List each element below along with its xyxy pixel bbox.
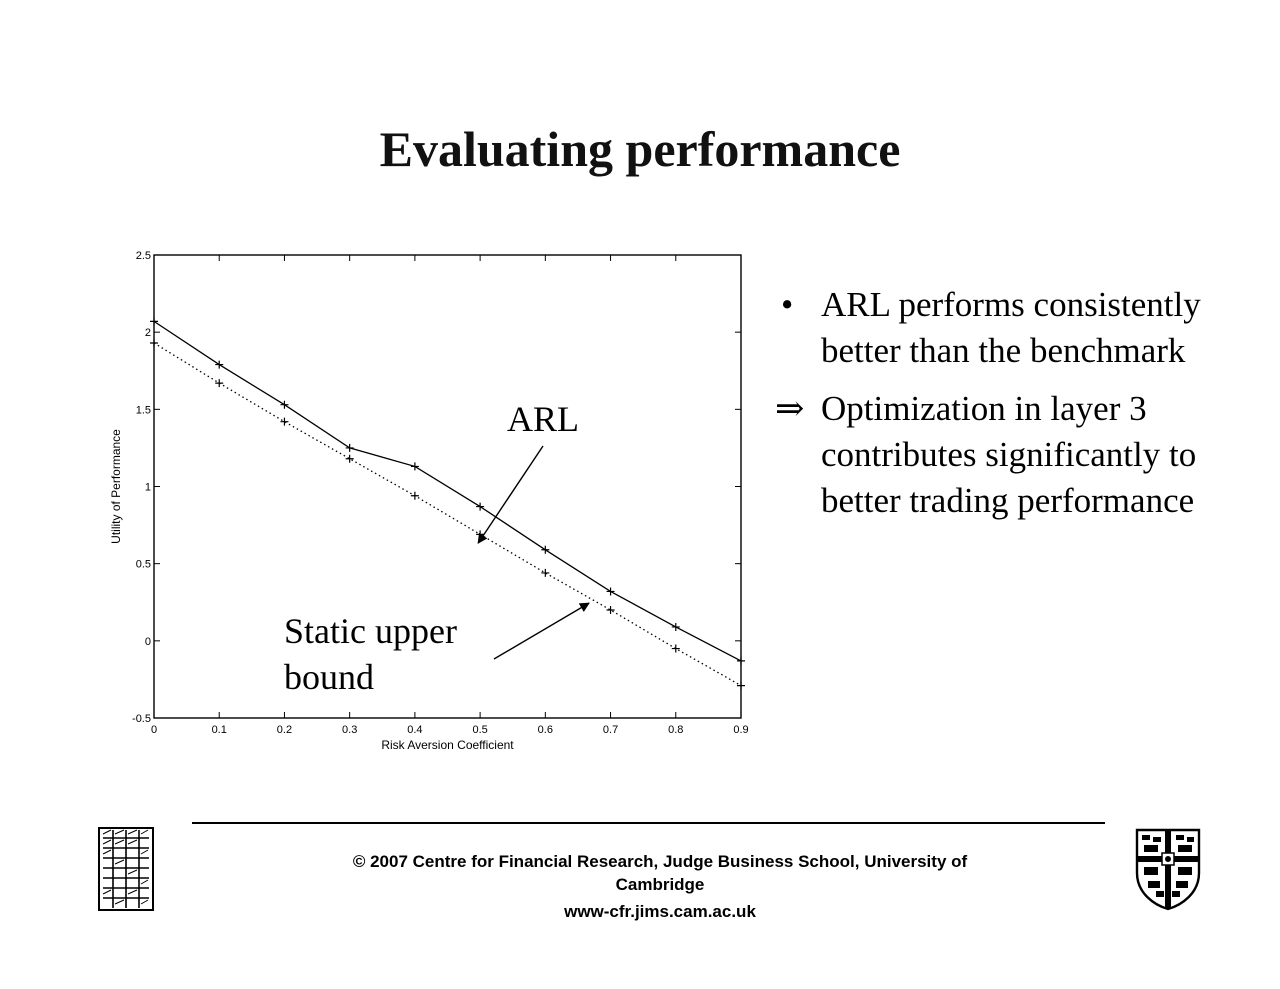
y-tick-label: 2 — [145, 327, 151, 339]
cfr-logo — [98, 827, 154, 911]
x-tick-label: 0.4 — [407, 724, 422, 736]
data-point-marker — [150, 338, 158, 347]
data-point-marker — [737, 656, 745, 665]
bullet-list: • ARL performs consistently better than … — [775, 282, 1255, 536]
footer-url: www-cfr.jims.cam.ac.uk — [564, 902, 756, 921]
data-point-marker — [150, 317, 158, 326]
x-tick-label: 0.1 — [212, 724, 227, 736]
data-point-marker — [215, 360, 224, 369]
annotation-static-bound-line: Static upper — [284, 611, 457, 651]
bullet-marker: • — [781, 285, 794, 324]
annotation-static-bound-line: bound — [284, 657, 374, 697]
data-point-marker — [541, 568, 550, 577]
y-tick-label: 1 — [145, 482, 151, 494]
data-point-marker — [215, 379, 224, 388]
x-tick-label: 0.8 — [668, 724, 683, 736]
data-point-marker — [606, 587, 615, 596]
annotations: ARL Static upper bound — [284, 399, 590, 697]
data-point-marker — [280, 400, 289, 409]
data-point-marker — [345, 454, 354, 463]
annotation-arrow-static-bound — [493, 602, 590, 660]
footer-divider — [192, 822, 1105, 824]
series-line-arl — [153, 320, 742, 662]
implies-marker: ⇒ — [775, 389, 805, 428]
x-axis-label: Risk Aversion Coefficient — [381, 738, 514, 752]
footer-copyright-cont: Cambridge — [615, 875, 705, 894]
data-point-marker — [606, 605, 615, 614]
x-tick-label: 0.9 — [733, 724, 748, 736]
y-axis-label: Utility of Performance — [109, 429, 123, 544]
y-tick-label: 1.5 — [136, 404, 151, 416]
data-point-marker — [345, 443, 354, 452]
axes: 0 0.1 0.2 0.3 0.4 0.5 0.6 0.7 0.8 0.9-0.500.511.5… — [132, 250, 749, 736]
bullet-item-optimization: ⇒ Optimization in layer 3 contributes si… — [775, 386, 1255, 524]
bullet-item-arl: • ARL performs consistently better than … — [775, 282, 1255, 374]
annotation-arl: ARL — [507, 399, 579, 439]
x-tick-label: 0.2 — [277, 724, 292, 736]
data-point-marker — [410, 462, 419, 471]
data-point-marker — [280, 417, 289, 426]
footer: © 2007 Centre for Financial Research, Ju… — [240, 850, 1080, 923]
y-tick-label: -0.5 — [132, 713, 151, 725]
x-tick-label: 0.7 — [603, 724, 618, 736]
bullet-text: ARL performs consistently better than th… — [821, 285, 1201, 370]
cambridge-crest-icon — [1135, 828, 1201, 911]
data-point-marker — [671, 622, 680, 631]
footer-copyright: © 2007 Centre for Financial Research, Ju… — [352, 852, 968, 871]
annotation-arrow-arl — [477, 445, 544, 544]
data-point-marker — [541, 545, 550, 554]
x-tick-label: 0.6 — [538, 724, 553, 736]
x-tick-label: 0 — [151, 724, 157, 736]
series-lines — [150, 317, 745, 690]
x-tick-label: 0.3 — [342, 724, 357, 736]
page-title: Evaluating performance — [379, 121, 901, 177]
bullet-text: Optimization in layer 3 contributes sign… — [821, 389, 1197, 520]
data-point-marker — [737, 681, 745, 690]
data-point-marker — [410, 491, 419, 500]
data-point-marker — [476, 502, 485, 511]
y-tick-label: 2.5 — [136, 250, 151, 262]
y-tick-label: 0 — [145, 636, 151, 648]
data-point-marker — [671, 644, 680, 653]
x-tick-label: 0.5 — [472, 724, 487, 736]
y-tick-label: 0.5 — [136, 559, 151, 571]
